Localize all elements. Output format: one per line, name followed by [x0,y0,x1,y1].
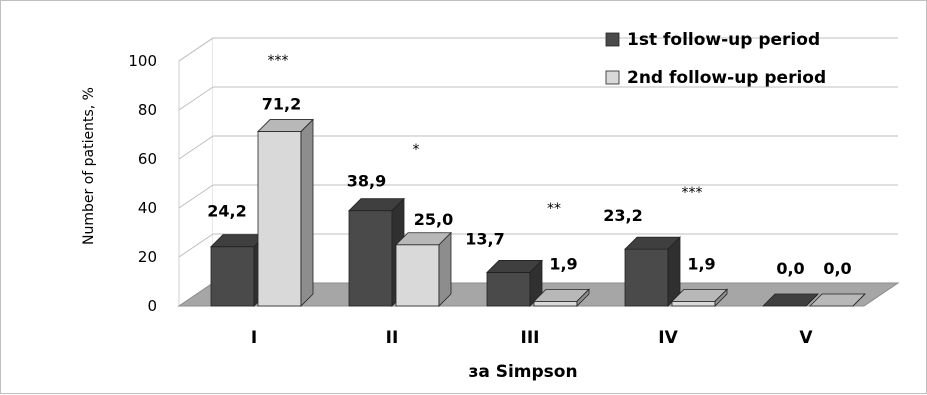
bar-V-series-1 [762,293,819,307]
significance-marker: *** [682,185,703,201]
significance-marker: *** [268,53,289,69]
category-label-V: V [799,328,813,348]
category-labels: I II III IV V [251,328,814,348]
gridline [178,86,898,111]
gridlines [178,37,898,258]
y-tick-label: 0 [147,297,157,315]
data-label: 0,0 [823,259,851,278]
x-axis-title: за Simpson [468,362,577,382]
category-label-I: I [251,328,257,348]
gridline [178,37,898,62]
significance-labels: ********* [268,53,703,217]
category-label-IV: IV [658,328,678,348]
data-labels: 24,2 71,2 38,9 25,0 13,7 1,9 23,2 1,9 0,0 0,0 [207,95,851,278]
bar-V-series-2 [809,293,866,307]
gridline [178,184,898,209]
bar-IV-series-1 [624,236,681,307]
gridline [178,135,898,160]
bar-III-series-1 [486,259,543,307]
bar-I-series-1 [210,233,267,307]
bars [210,118,866,307]
legend-label-1: 1st follow-up period [627,30,820,50]
y-axis-title: Number of patients, % [81,87,97,245]
significance-marker: ** [547,201,561,217]
bar-I-series-2 [257,118,314,307]
legend-label-2: 2nd follow-up period [627,68,826,88]
legend-swatch-2 [605,70,620,85]
data-label: 1,9 [549,254,577,273]
y-tick-labels: 0 20 40 60 80 100 [128,52,157,315]
data-label: 1,9 [687,254,715,273]
data-label: 0,0 [776,259,804,278]
bar-II-series-2 [395,231,452,307]
y-tick-label: 20 [138,248,157,266]
legend: 1st follow-up period 2nd follow-up period [605,30,826,88]
y-tick-label: 40 [138,199,157,217]
y-tick-label: 80 [138,101,157,119]
data-label: 13,7 [465,229,504,248]
data-label: 71,2 [262,95,301,114]
category-label-II: II [386,328,399,348]
significance-marker: * [413,142,420,158]
y-tick-label: 100 [128,52,157,70]
data-label: 38,9 [347,172,386,191]
bar-III-series-2 [533,288,590,307]
data-label: 24,2 [207,202,246,221]
data-label: 23,2 [603,206,642,225]
category-label-III: III [521,328,540,348]
y-tick-label: 60 [138,150,157,168]
bar-II-series-1 [348,197,405,307]
legend-swatch-1 [605,32,620,47]
side-wall [178,37,214,307]
gridline [178,233,898,258]
data-label: 25,0 [414,210,453,229]
bar-IV-series-2 [671,288,728,307]
